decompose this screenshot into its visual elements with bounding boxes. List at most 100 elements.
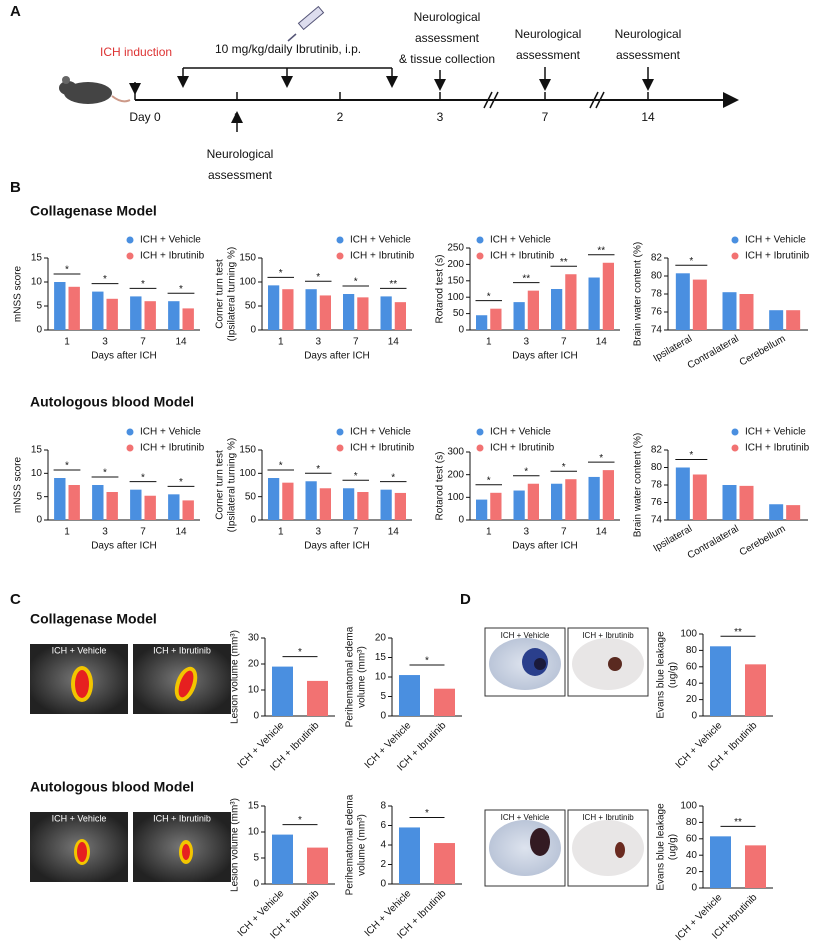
- significance-label: *: [689, 256, 693, 267]
- panel-label: D: [460, 591, 471, 608]
- x-tick-label: 1: [64, 527, 70, 538]
- x-tick-label: 14: [175, 337, 187, 348]
- day-label: Day 0: [129, 110, 161, 124]
- legend-label: ICH + Vehicle: [140, 427, 201, 438]
- legend-label: ICH + Vehicle: [490, 235, 551, 246]
- significance-label: *: [562, 462, 566, 473]
- image-label: ICH + Vehicle: [501, 631, 550, 640]
- y-tick-label: 40: [686, 850, 698, 861]
- bar: [710, 836, 731, 888]
- bar: [144, 301, 156, 330]
- y-tick-label: 15: [31, 253, 43, 264]
- y-tick-label: 2: [380, 859, 386, 870]
- significance-label: *: [487, 475, 491, 486]
- bar: [130, 489, 142, 520]
- bar: [602, 262, 614, 330]
- significance-label: *: [103, 468, 107, 479]
- y-tick-label: 0: [691, 883, 697, 894]
- y-tick-label: 50: [245, 491, 257, 502]
- y-tick-label: 10: [248, 685, 260, 696]
- legend-label: ICH + Ibrutinib: [490, 251, 555, 262]
- legend-marker: [476, 428, 484, 436]
- x-tick-label: 14: [388, 337, 400, 348]
- y-tick-label: 100: [447, 492, 464, 503]
- bar: [106, 298, 118, 330]
- bar: [513, 490, 525, 520]
- y-axis-label: (ug/g): [668, 834, 679, 860]
- bar: [745, 845, 766, 888]
- bar: [745, 664, 766, 716]
- significance-label: **: [389, 279, 397, 290]
- legend-label: ICH + Vehicle: [350, 427, 411, 438]
- syringe: [287, 5, 325, 42]
- y-axis-label: (Ipsilateral turning %): [227, 247, 238, 341]
- legend-marker: [731, 428, 739, 436]
- image-label: ICH + Ibrutinib: [153, 813, 211, 823]
- assessment-label: Neurological: [515, 27, 582, 41]
- y-axis-label: Evans blue leakage: [656, 803, 667, 891]
- y-axis-label: (Ipsilateral turning %): [227, 438, 238, 532]
- y-axis-label: Lesion volume (mm³): [230, 798, 241, 892]
- significance-label: *: [103, 274, 107, 285]
- y-tick-label: 5: [253, 853, 259, 864]
- y-tick-label: 0: [380, 711, 386, 722]
- y-tick-label: 150: [239, 253, 256, 264]
- y-tick-label: 10: [31, 468, 43, 479]
- image-label: ICH + Ibrutinib: [582, 631, 634, 640]
- y-axis-label: (ug/g): [668, 662, 679, 688]
- x-tick-label: 1: [486, 337, 492, 348]
- y-axis-label: Brain water content (%): [633, 242, 644, 347]
- bar: [357, 492, 369, 520]
- bar: [675, 467, 690, 520]
- bar: [769, 310, 784, 330]
- y-tick-label: 76: [651, 307, 663, 318]
- y-tick-label: 80: [686, 645, 698, 656]
- bar: [92, 485, 104, 520]
- significance-label: *: [524, 466, 528, 477]
- y-axis-label: mNSS score: [13, 457, 24, 514]
- day-label: 3: [437, 110, 444, 124]
- significance-label: *: [316, 272, 320, 283]
- bar: [602, 470, 614, 520]
- x-tick-label: 3: [315, 337, 321, 348]
- x-tick-label: 14: [596, 337, 608, 348]
- legend-marker: [476, 252, 484, 260]
- y-tick-label: 15: [248, 801, 260, 812]
- bar: [319, 488, 331, 520]
- model-title: Collagenase Model: [30, 203, 157, 219]
- x-axis-label: Days after ICH: [304, 541, 370, 552]
- bar: [692, 474, 707, 520]
- y-tick-label: 5: [36, 491, 42, 502]
- significance-label: *: [316, 464, 320, 475]
- y-tick-label: 100: [680, 629, 697, 640]
- x-tick-label: Cerebellum: [738, 333, 788, 368]
- y-tick-label: 300: [447, 447, 464, 458]
- y-tick-label: 74: [651, 515, 663, 526]
- image-label: ICH + Vehicle: [52, 813, 107, 823]
- y-tick-label: 50: [245, 301, 257, 312]
- y-tick-label: 15: [31, 445, 43, 456]
- bar: [588, 476, 600, 520]
- bar: [739, 294, 754, 330]
- y-tick-label: 20: [248, 659, 260, 670]
- x-tick-label: 3: [102, 337, 108, 348]
- image-label: ICH + Ibrutinib: [582, 813, 634, 822]
- y-axis-label: volume (mm³): [357, 814, 368, 876]
- x-tick-label: 3: [102, 527, 108, 538]
- bar: [786, 310, 801, 330]
- assessment-label: assessment: [415, 31, 480, 45]
- y-tick-label: 250: [447, 243, 464, 254]
- bar: [399, 827, 420, 884]
- bar: [144, 495, 156, 520]
- x-tick-label: 14: [596, 527, 608, 538]
- legend-label: ICH + Ibrutinib: [490, 443, 555, 454]
- bar: [588, 277, 600, 330]
- bar: [565, 479, 577, 520]
- bar: [476, 315, 488, 330]
- y-tick-label: 0: [253, 711, 259, 722]
- day-label: 2: [337, 110, 344, 124]
- bar: [182, 500, 194, 520]
- y-tick-label: 10: [31, 277, 43, 288]
- bar: [307, 847, 328, 884]
